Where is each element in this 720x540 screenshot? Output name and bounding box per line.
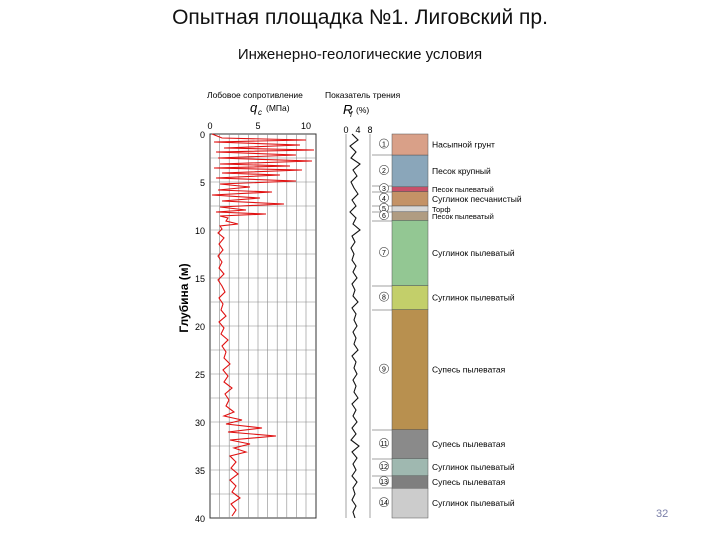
page-number: 32 — [656, 508, 669, 520]
friction-symbol-sub: f — [350, 110, 353, 119]
layer-block-1 — [391, 133, 429, 156]
layer-name: Суглинок песчанистый — [432, 194, 522, 204]
slide-title: Опытная площадка №1. Лиговский пр. — [172, 6, 548, 29]
layer-number: 1 — [382, 142, 386, 149]
depth-tick-label: 5 — [200, 178, 205, 188]
layer-block-2 — [391, 154, 429, 188]
layer-number: 14 — [380, 500, 388, 507]
layer-name: Суглинок пылеватый — [432, 462, 515, 472]
layer-block-12 — [391, 458, 429, 477]
depth-axis-label: Глубина (м) — [177, 263, 191, 332]
layer-number: 9 — [382, 367, 386, 374]
layer-name: Песок крупный — [432, 166, 491, 176]
layer-name: Суглинок пылеватый — [432, 248, 515, 258]
layer-name: Песок пылеватый — [432, 212, 494, 221]
layer-block-5 — [391, 205, 429, 213]
layer-number: 3 — [382, 186, 386, 193]
layer-number-circle — [379, 476, 389, 486]
layer-name: Супесь пылеватая — [432, 439, 506, 449]
cone-tick-label: 5 — [255, 121, 260, 131]
layer-number-circle — [379, 497, 389, 508]
layer-name: Суглинок пылеватый — [432, 293, 515, 303]
depth-tick-label: 25 — [195, 370, 205, 380]
cone-grid — [209, 133, 317, 519]
layer-block-13 — [391, 475, 429, 489]
depth-tick-label: 10 — [195, 226, 205, 236]
layer-number: 2 — [382, 168, 386, 175]
layer-block-8 — [391, 285, 429, 310]
layer-number-circle — [379, 192, 389, 203]
layer-block-9 — [391, 309, 429, 430]
cone-tick-label: 0 — [207, 121, 212, 131]
layer-number-circle — [379, 461, 389, 472]
layer-name: Суглинок пылеватый — [432, 498, 515, 508]
friction-header: Показатель трения — [325, 90, 401, 100]
cone-symbol-sub: c — [258, 108, 262, 117]
layer-number-circle — [379, 210, 389, 220]
layer-number: 13 — [380, 479, 388, 486]
cone-unit: (МПа) — [266, 103, 290, 113]
depth-tick-label: 40 — [195, 514, 205, 524]
cone-tick-label: 10 — [301, 121, 311, 131]
layer-number-circle — [379, 138, 389, 149]
layer-number-circle — [379, 165, 389, 175]
layer-name: Супесь пылеватая — [432, 365, 506, 375]
layer-block-14 — [391, 487, 429, 519]
cone-resistance-curve — [211, 133, 315, 517]
layer-block-3 — [391, 186, 429, 192]
layer-number-circle — [379, 183, 389, 194]
layer-name: Супесь пылеватая — [432, 477, 506, 487]
layer-number: 4 — [382, 196, 386, 203]
layer-number: 6 — [382, 213, 386, 220]
layer-name: Песок пылеватый — [432, 185, 494, 194]
friction-ratio-curve — [349, 133, 361, 519]
layer-number-circle — [379, 363, 389, 374]
depth-tick-label: 15 — [195, 274, 205, 284]
friction-symbol: R — [343, 102, 352, 117]
layer-block-11 — [391, 429, 429, 459]
depth-tick-label: 0 — [200, 130, 205, 140]
friction-tick-label: 4 — [355, 125, 360, 135]
layer-number: 7 — [382, 250, 386, 257]
layer-name: Насыпной грунт — [432, 140, 495, 150]
layer-number: 11 — [380, 441, 387, 448]
layer-number: 8 — [382, 295, 386, 302]
friction-tick-label: 8 — [367, 125, 372, 135]
cone-header: Лобовое сопротивление — [207, 90, 303, 100]
layer-name: Торф — [432, 205, 451, 214]
layer-number: 12 — [380, 464, 388, 471]
layer-number-circle — [379, 438, 389, 448]
layer-number: 5 — [382, 206, 386, 213]
depth-tick-label: 30 — [195, 418, 205, 428]
stratigraphic-column: 1 Насыпной грунт 2 Песок крупный 3 Песок пыле… — [379, 133, 522, 519]
layer-block-6 — [391, 211, 429, 221]
layer-number-circle — [379, 247, 389, 257]
friction-grid — [345, 134, 371, 518]
friction-tick-label: 0 — [343, 125, 348, 135]
layer-block-4 — [391, 191, 429, 207]
depth-tick-label: 20 — [195, 322, 205, 332]
depth-tick-label: 35 — [195, 466, 205, 476]
layer-block-7 — [391, 220, 429, 286]
cone-symbol: q — [250, 100, 258, 115]
friction-unit: (%) — [356, 105, 369, 115]
slide-subtitle: Инженерно-геологические условия — [237, 46, 483, 63]
layer-number-circle — [379, 291, 389, 302]
